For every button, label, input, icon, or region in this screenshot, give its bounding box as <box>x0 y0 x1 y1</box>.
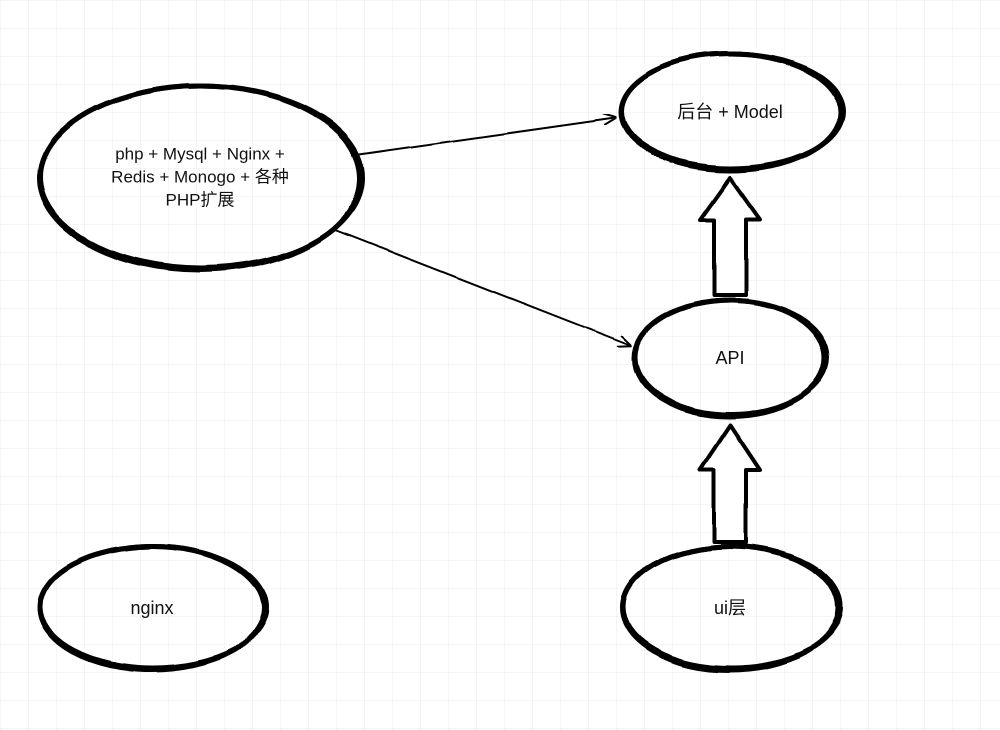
arrow-stack-to-api <box>335 230 630 345</box>
arrow-stack-to-backend <box>355 118 615 155</box>
node-label-api: API <box>645 346 815 370</box>
block-arrow-api-to-backend <box>700 178 760 295</box>
node-label-backend: 后台 + Model <box>630 100 830 124</box>
node-label-stack: php + Mysql + Nginx + Redis + Monogo + 各… <box>50 144 350 213</box>
diagram-canvas <box>0 0 1000 730</box>
block-arrow-ui-to-api <box>700 425 760 542</box>
node-label-nginx: nginx <box>50 596 254 620</box>
node-label-ui: ui层 <box>632 596 828 620</box>
